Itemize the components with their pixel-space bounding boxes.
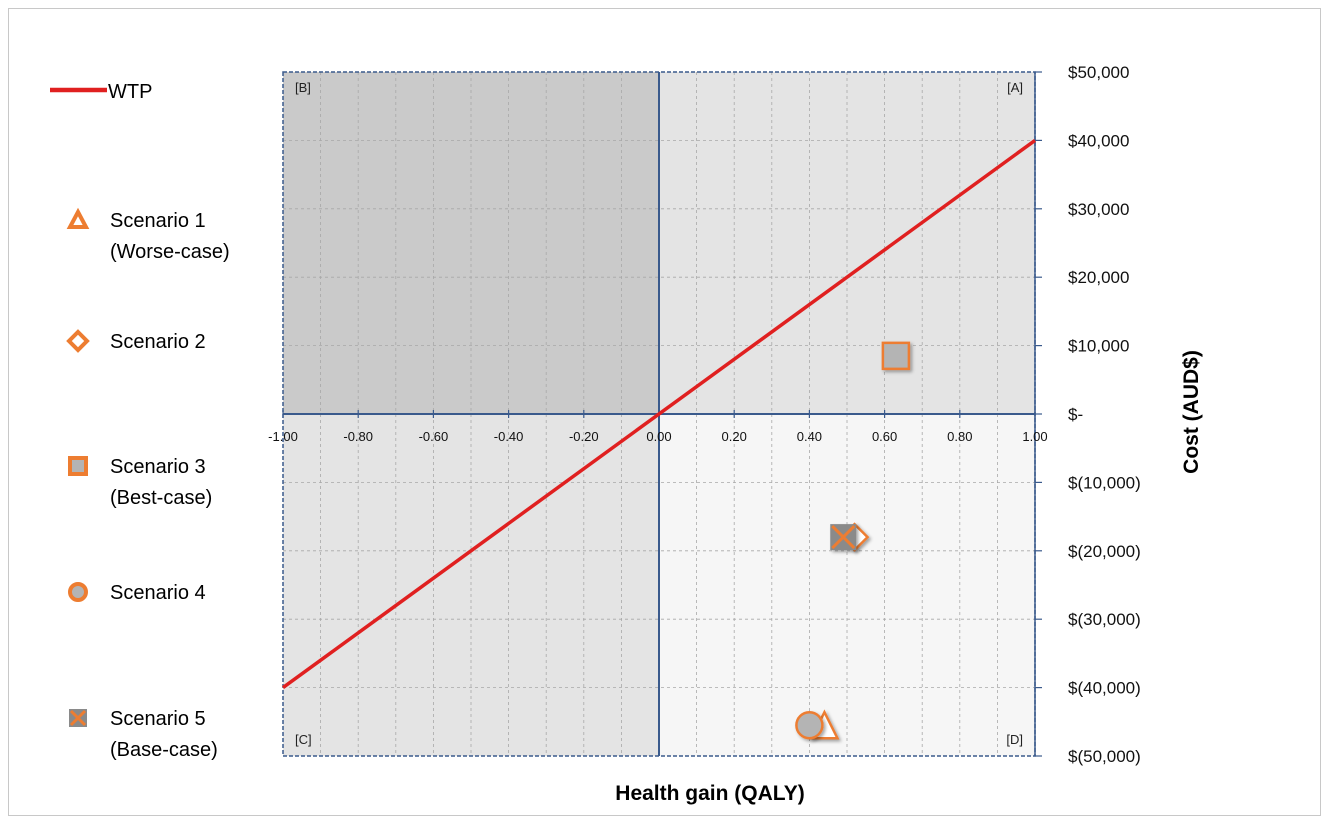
legend-square-icon xyxy=(68,456,88,476)
x-tick-label: -1.00 xyxy=(268,429,298,444)
point-circle-shape xyxy=(795,710,824,740)
y-tick-labels: $50,000 $40,000 $30,000 $20,000 $10,000 $- $(1… xyxy=(1068,63,1141,766)
legend-series-sublabel: (Worse-case) xyxy=(110,241,230,263)
wtp-line xyxy=(281,138,1037,690)
quadrant-label: [C] xyxy=(295,732,312,747)
quadrant-label: [B] xyxy=(295,80,311,95)
y-tick-label: $20,000 xyxy=(1068,268,1129,287)
legend-series-label: Scenario 2 xyxy=(110,331,206,353)
legend-circle-icon xyxy=(68,582,88,602)
legend-series-label: Scenario 5 xyxy=(110,708,206,730)
legend-xsquare-cross-b xyxy=(69,709,87,727)
x-tick-label: 0.80 xyxy=(947,429,972,444)
point-x-square-cross-b xyxy=(831,525,856,550)
y-tick-label: $(40,000) xyxy=(1068,679,1141,698)
legend-wtp-label: WTP xyxy=(108,81,152,103)
legend-diamond-icon xyxy=(66,329,90,353)
legend-series-label: Scenario 4 xyxy=(110,582,206,604)
y-tick-label: $- xyxy=(1068,405,1083,424)
y-tick-label: $(50,000) xyxy=(1068,747,1141,766)
y-tick-label: $30,000 xyxy=(1068,200,1129,219)
legend-series-label: Scenario 1 xyxy=(110,210,206,232)
legend: WTP Scenario 1 (Worse-case) Scenario 2 Scena… xyxy=(50,81,230,761)
y-tick-label: $50,000 xyxy=(1068,63,1129,82)
point-square xyxy=(881,341,911,371)
quadrant-label: [A] xyxy=(1007,80,1023,95)
x-tick-label: -0.20 xyxy=(569,429,599,444)
quadrant-labels: [A] [B] [C] [D] xyxy=(295,80,1023,747)
y-tick-label: $40,000 xyxy=(1068,131,1129,150)
x-tick-label: -0.40 xyxy=(494,429,524,444)
y-tick-label: $(30,000) xyxy=(1068,610,1141,629)
point-square-shape xyxy=(881,341,911,371)
x-tick-label: 1.00 xyxy=(1022,429,1047,444)
x-tick-label: 0.60 xyxy=(872,429,897,444)
x-tick-label: -0.60 xyxy=(419,429,449,444)
legend-triangle-icon xyxy=(66,207,90,229)
x-tick-label: 0.20 xyxy=(722,429,747,444)
point-x-square xyxy=(830,524,857,551)
legend-series-label: Scenario 3 xyxy=(110,456,206,478)
x-axis-title: Health gain (QALY) xyxy=(615,782,804,805)
y-tick-label: $(10,000) xyxy=(1068,473,1141,492)
x-tick-labels: -1.00 -0.80 -0.60 -0.40 -0.20 0.00 0.20 0.40 0.6… xyxy=(268,429,1047,444)
y-axis-title: Cost (AUD$) xyxy=(1180,350,1203,474)
data-points xyxy=(795,341,911,740)
legend-series-sublabel: (Best-case) xyxy=(110,487,212,509)
chart-frame xyxy=(8,8,1321,816)
y-tick-label: $10,000 xyxy=(1068,337,1129,356)
x-tick-label: -0.80 xyxy=(343,429,373,444)
quadrant-label: [D] xyxy=(1006,732,1023,747)
x-tick-label: 0.40 xyxy=(797,429,822,444)
y-tick-label: $(20,000) xyxy=(1068,542,1141,561)
point-circle xyxy=(795,710,824,740)
legend-series-sublabel: (Base-case) xyxy=(110,739,218,761)
x-tick-label: 0.00 xyxy=(646,429,671,444)
wtp-line-group xyxy=(281,138,1037,690)
